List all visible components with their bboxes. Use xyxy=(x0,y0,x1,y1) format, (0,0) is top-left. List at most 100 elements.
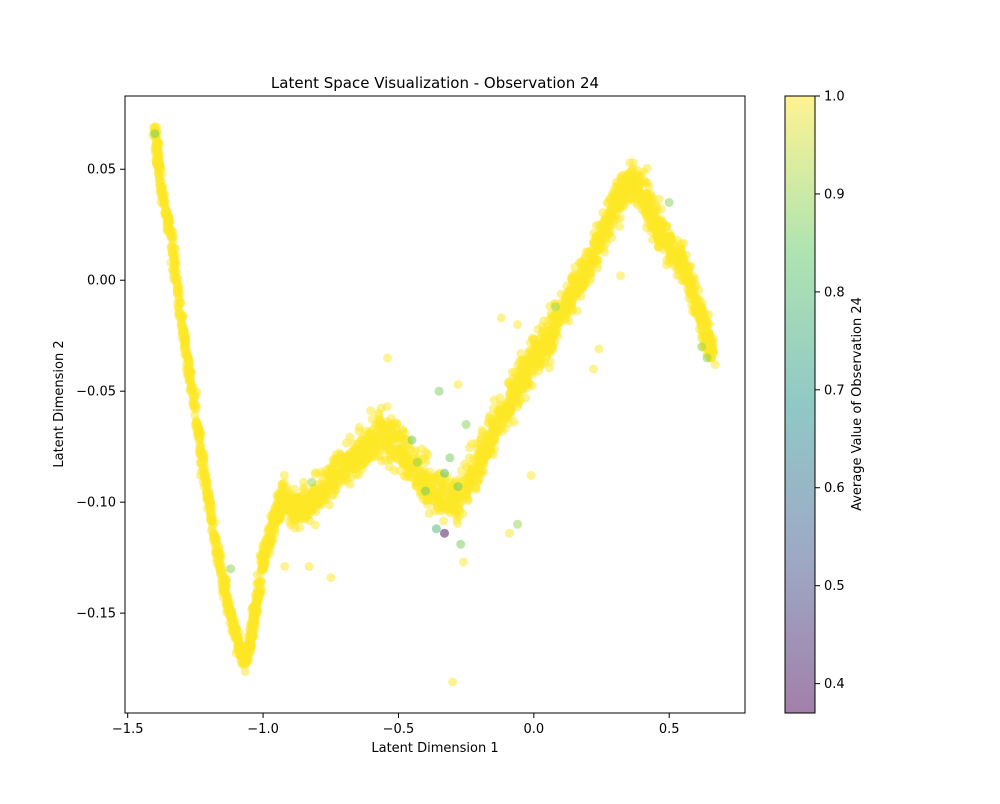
data-point xyxy=(653,229,663,239)
data-point xyxy=(285,494,295,504)
data-point xyxy=(652,201,662,211)
data-point xyxy=(693,306,703,316)
y-tick-label: −0.05 xyxy=(76,385,116,400)
data-point xyxy=(417,444,427,454)
highlight-point xyxy=(513,519,523,529)
data-point xyxy=(330,478,340,488)
data-point xyxy=(251,601,261,610)
highlight-point xyxy=(226,564,236,574)
data-point xyxy=(615,221,625,231)
data-point xyxy=(218,567,228,577)
chart-title: Latent Space Visualization - Observation… xyxy=(271,74,599,92)
data-point xyxy=(272,514,282,524)
colorbar-ticks: 1.0 0.9 0.8 0.7 0.6 0.5 0.4 xyxy=(815,90,845,692)
data-point xyxy=(188,385,198,394)
highlight-point xyxy=(456,539,466,549)
highlight-point xyxy=(407,435,417,445)
data-point xyxy=(200,468,210,478)
data-point xyxy=(464,443,474,453)
data-point xyxy=(154,140,164,150)
y-tick-label: 0.00 xyxy=(87,274,116,289)
x-axis-label: Latent Dimension 1 xyxy=(371,741,498,756)
data-point xyxy=(532,343,542,353)
data-point xyxy=(310,520,320,530)
highlight-point xyxy=(445,453,455,463)
data-point xyxy=(527,381,537,391)
data-point xyxy=(642,205,651,215)
data-point xyxy=(515,387,525,397)
data-point xyxy=(506,380,516,390)
data-point xyxy=(183,354,193,364)
data-point xyxy=(456,489,466,499)
data-point xyxy=(323,481,332,491)
data-point xyxy=(642,164,652,173)
colorbar-tick-label: 0.9 xyxy=(824,187,845,202)
highlight-point xyxy=(434,386,444,396)
data-point xyxy=(310,469,320,479)
data-point xyxy=(161,206,171,216)
data-point xyxy=(425,467,435,477)
data-point xyxy=(392,428,402,438)
data-point xyxy=(354,422,364,432)
data-point xyxy=(329,457,339,467)
colorbar-tick-label: 0.7 xyxy=(824,383,845,398)
data-point xyxy=(168,274,178,284)
outlier-point xyxy=(304,562,314,571)
data-point xyxy=(299,510,309,520)
data-point xyxy=(345,479,355,489)
y-tick-label: −0.15 xyxy=(76,607,116,622)
data-point xyxy=(638,197,647,207)
data-point xyxy=(191,420,201,430)
data-point xyxy=(442,497,452,507)
data-point xyxy=(588,248,598,258)
data-point xyxy=(421,457,431,467)
data-point xyxy=(260,544,270,554)
data-point xyxy=(168,236,178,246)
data-point xyxy=(340,470,350,480)
data-point xyxy=(282,482,291,492)
colorbar-label: Average Value of Observation 24 xyxy=(850,297,865,511)
data-point xyxy=(704,343,714,353)
data-point xyxy=(214,550,224,560)
data-point xyxy=(197,451,207,461)
data-point xyxy=(586,273,596,283)
data-point xyxy=(490,431,500,441)
data-point xyxy=(703,319,713,329)
highlight-point xyxy=(412,457,422,467)
data-point xyxy=(392,419,402,429)
data-point xyxy=(240,666,250,676)
data-point xyxy=(206,515,216,525)
data-point xyxy=(395,466,405,476)
data-point xyxy=(345,432,355,442)
data-point xyxy=(220,588,230,598)
highlight-point xyxy=(551,302,560,312)
colorbar-tick-label: 0.6 xyxy=(824,481,845,496)
data-point xyxy=(328,464,338,474)
data-point xyxy=(203,477,213,487)
outlier-point xyxy=(496,313,506,323)
data-point xyxy=(251,608,261,618)
data-point xyxy=(227,614,237,623)
data-point xyxy=(697,313,707,323)
data-point xyxy=(380,455,390,465)
data-point xyxy=(390,446,400,455)
outlier-point xyxy=(594,344,604,354)
data-point xyxy=(308,488,318,498)
data-point xyxy=(685,274,695,284)
data-point xyxy=(363,447,373,457)
data-point xyxy=(299,477,308,487)
data-point xyxy=(530,360,540,370)
data-point xyxy=(257,552,267,562)
data-point xyxy=(328,490,338,500)
data-point xyxy=(195,435,205,444)
data-point xyxy=(706,336,716,345)
data-point xyxy=(520,380,530,390)
data-point xyxy=(295,523,305,533)
data-point xyxy=(476,432,486,442)
data-point xyxy=(423,450,433,460)
highlight-point xyxy=(702,353,712,363)
x-tick-label: 0.0 xyxy=(523,722,544,737)
outlier-point xyxy=(588,364,598,374)
x-tick-label: 0.5 xyxy=(659,722,680,737)
